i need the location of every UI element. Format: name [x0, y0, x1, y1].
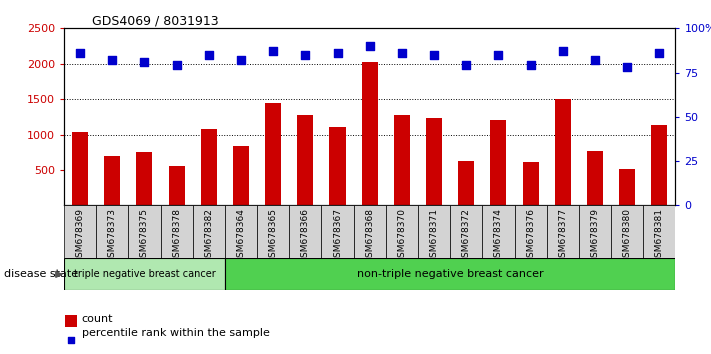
Text: GSM678378: GSM678378: [172, 208, 181, 263]
Point: [203, 52, 215, 58]
Point: [525, 63, 536, 68]
Point: [364, 43, 375, 49]
Point: [589, 57, 601, 63]
Bar: [193, 205, 225, 258]
Text: GSM678373: GSM678373: [108, 208, 117, 263]
Bar: [105, 156, 120, 205]
Text: GSM678376: GSM678376: [526, 208, 535, 263]
Text: GSM678372: GSM678372: [461, 208, 471, 263]
Text: GSM678366: GSM678366: [301, 208, 310, 263]
Bar: [265, 103, 282, 205]
Text: non-triple negative breast cancer: non-triple negative breast cancer: [357, 269, 543, 279]
Bar: [643, 205, 675, 258]
Bar: [65, 315, 77, 327]
Bar: [225, 205, 257, 258]
Text: GSM678367: GSM678367: [333, 208, 342, 263]
Bar: [579, 205, 611, 258]
Point: [139, 59, 150, 65]
Text: GSM678365: GSM678365: [269, 208, 278, 263]
Point: [396, 50, 407, 56]
Bar: [651, 125, 668, 205]
Text: count: count: [82, 314, 113, 324]
Text: GSM678370: GSM678370: [397, 208, 407, 263]
Text: GSM678380: GSM678380: [623, 208, 631, 263]
Bar: [619, 169, 635, 205]
Bar: [547, 205, 579, 258]
Bar: [611, 205, 643, 258]
Bar: [587, 151, 603, 205]
Bar: [362, 62, 378, 205]
Bar: [418, 205, 450, 258]
Point: [267, 48, 279, 54]
Text: GSM678364: GSM678364: [237, 208, 245, 263]
Point: [107, 57, 118, 63]
Point: [557, 48, 569, 54]
Point: [235, 57, 247, 63]
Point: [493, 52, 504, 58]
Text: GSM678369: GSM678369: [75, 208, 85, 263]
Bar: [321, 205, 353, 258]
Text: GSM678375: GSM678375: [140, 208, 149, 263]
Text: percentile rank within the sample: percentile rank within the sample: [82, 328, 269, 338]
Text: GSM678377: GSM678377: [558, 208, 567, 263]
Point: [429, 52, 440, 58]
Bar: [96, 205, 129, 258]
Bar: [64, 205, 96, 258]
Bar: [386, 205, 418, 258]
Bar: [426, 118, 442, 205]
Bar: [201, 129, 217, 205]
Bar: [289, 205, 321, 258]
Bar: [523, 162, 539, 205]
Bar: [329, 127, 346, 205]
Bar: [72, 132, 88, 205]
Bar: [225, 258, 675, 290]
Text: GSM678371: GSM678371: [429, 208, 439, 263]
Bar: [458, 161, 474, 205]
Point: [171, 63, 182, 68]
Point: [332, 50, 343, 56]
Bar: [555, 99, 571, 205]
Point: [461, 63, 472, 68]
Bar: [394, 115, 410, 205]
Point: [621, 64, 633, 70]
Text: GSM678368: GSM678368: [365, 208, 374, 263]
Bar: [233, 146, 249, 205]
Bar: [482, 205, 515, 258]
Bar: [257, 205, 289, 258]
Bar: [129, 205, 161, 258]
Bar: [161, 205, 193, 258]
Bar: [169, 166, 185, 205]
Text: GSM678381: GSM678381: [655, 208, 664, 263]
Point: [299, 52, 311, 58]
Point: [653, 50, 665, 56]
Point: [75, 50, 86, 56]
Bar: [491, 120, 506, 205]
Text: disease state: disease state: [4, 269, 77, 279]
Bar: [353, 205, 386, 258]
Bar: [450, 205, 482, 258]
Bar: [297, 115, 314, 205]
Text: GSM678379: GSM678379: [591, 208, 599, 263]
Bar: [64, 258, 225, 290]
Bar: [137, 152, 152, 205]
Text: GSM678382: GSM678382: [204, 208, 213, 263]
Text: GSM678374: GSM678374: [494, 208, 503, 263]
Point: [194, 262, 205, 268]
Bar: [515, 205, 547, 258]
Text: triple negative breast cancer: triple negative breast cancer: [73, 269, 215, 279]
Text: GDS4069 / 8031913: GDS4069 / 8031913: [92, 14, 219, 27]
